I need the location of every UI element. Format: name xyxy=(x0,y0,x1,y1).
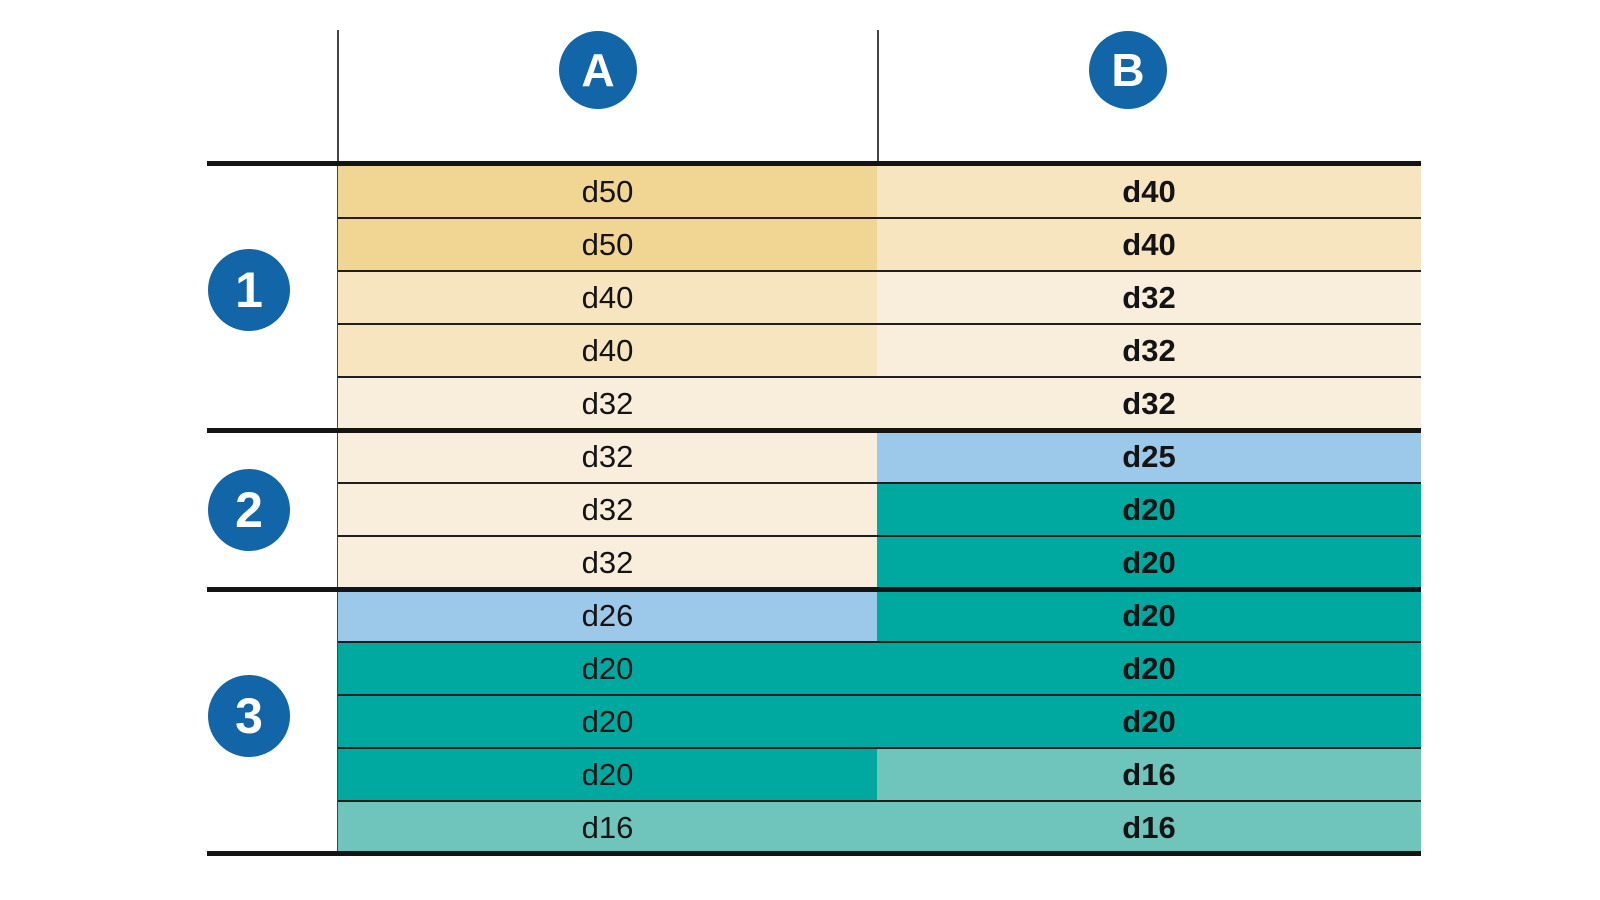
table-row-group3-1: d26 d20 xyxy=(338,590,1421,643)
table-row-group3-5: d16 d16 xyxy=(338,802,1421,855)
group-1-2-separator-rule xyxy=(207,428,1421,433)
cell-a-g2-r3: d32 xyxy=(338,537,877,588)
table-row-group3-4: d20 d16 xyxy=(338,749,1421,802)
table-row-group1-1: d50 d40 xyxy=(338,166,1421,219)
cell-a-g1-r3: d40 xyxy=(338,272,877,323)
cell-b-g1-r4: d32 xyxy=(877,325,1421,376)
cell-a-g3-r5: d16 xyxy=(338,802,877,853)
row-group-3-label: 3 xyxy=(235,688,263,744)
column-header-a-badge: A xyxy=(559,31,637,109)
table-bottom-rule xyxy=(207,851,1421,856)
cell-b-g1-r2: d40 xyxy=(877,219,1421,270)
cell-b-g3-r1: d20 xyxy=(877,590,1421,641)
cell-a-g1-r4: d40 xyxy=(338,325,877,376)
cell-a-g2-r1: d32 xyxy=(338,431,877,482)
cell-b-g3-r2: d20 xyxy=(877,643,1421,694)
cell-b-g1-r5: d32 xyxy=(877,378,1421,429)
row-group-3-badge: 3 xyxy=(208,675,290,757)
group-2-3-separator-rule xyxy=(207,587,1421,592)
table-row-group1-2: d50 d40 xyxy=(338,219,1421,272)
column-header-b-badge: B xyxy=(1089,31,1167,109)
table-row-group2-2: d32 d20 xyxy=(338,484,1421,537)
cell-a-g3-r4: d20 xyxy=(338,749,877,800)
column-header-b-label: B xyxy=(1111,44,1145,96)
table-row-group2-3: d32 d20 xyxy=(338,537,1421,590)
row-group-2-label: 2 xyxy=(235,482,263,538)
cell-a-g3-r1: d26 xyxy=(338,590,877,641)
cell-b-g3-r3: d20 xyxy=(877,696,1421,747)
table-body: d50 d40 d50 d40 d40 d32 d40 d32 d32 d32 d32 d25 d32 d… xyxy=(338,166,1421,855)
cell-b-g3-r5: d16 xyxy=(877,802,1421,853)
table-row-group3-2: d20 d20 xyxy=(338,643,1421,696)
cell-b-g1-r3: d32 xyxy=(877,272,1421,323)
cell-a-g3-r2: d20 xyxy=(338,643,877,694)
cell-a-g3-r3: d20 xyxy=(338,696,877,747)
cell-b-g1-r1: d40 xyxy=(877,166,1421,217)
cell-a-g2-r2: d32 xyxy=(338,484,877,535)
cell-a-g1-r5: d32 xyxy=(338,378,877,429)
table-top-rule xyxy=(207,161,1421,166)
cell-a-g1-r2: d50 xyxy=(338,219,877,270)
table-row-group1-3: d40 d32 xyxy=(338,272,1421,325)
cell-b-g3-r4: d16 xyxy=(877,749,1421,800)
table-row-group2-1: d32 d25 xyxy=(338,431,1421,484)
table-row-group1-5: d32 d32 xyxy=(338,378,1421,431)
cell-b-g2-r1: d25 xyxy=(877,431,1421,482)
row-group-1-badge: 1 xyxy=(208,249,290,331)
table-row-group3-3: d20 d20 xyxy=(338,696,1421,749)
cell-a-g1-r1: d50 xyxy=(338,166,877,217)
row-group-1-label: 1 xyxy=(235,262,263,318)
cell-b-g2-r3: d20 xyxy=(877,537,1421,588)
cell-b-g2-r2: d20 xyxy=(877,484,1421,535)
row-group-2-badge: 2 xyxy=(208,469,290,551)
column-header-a-label: A xyxy=(581,44,615,96)
table-row-group1-4: d40 d32 xyxy=(338,325,1421,378)
